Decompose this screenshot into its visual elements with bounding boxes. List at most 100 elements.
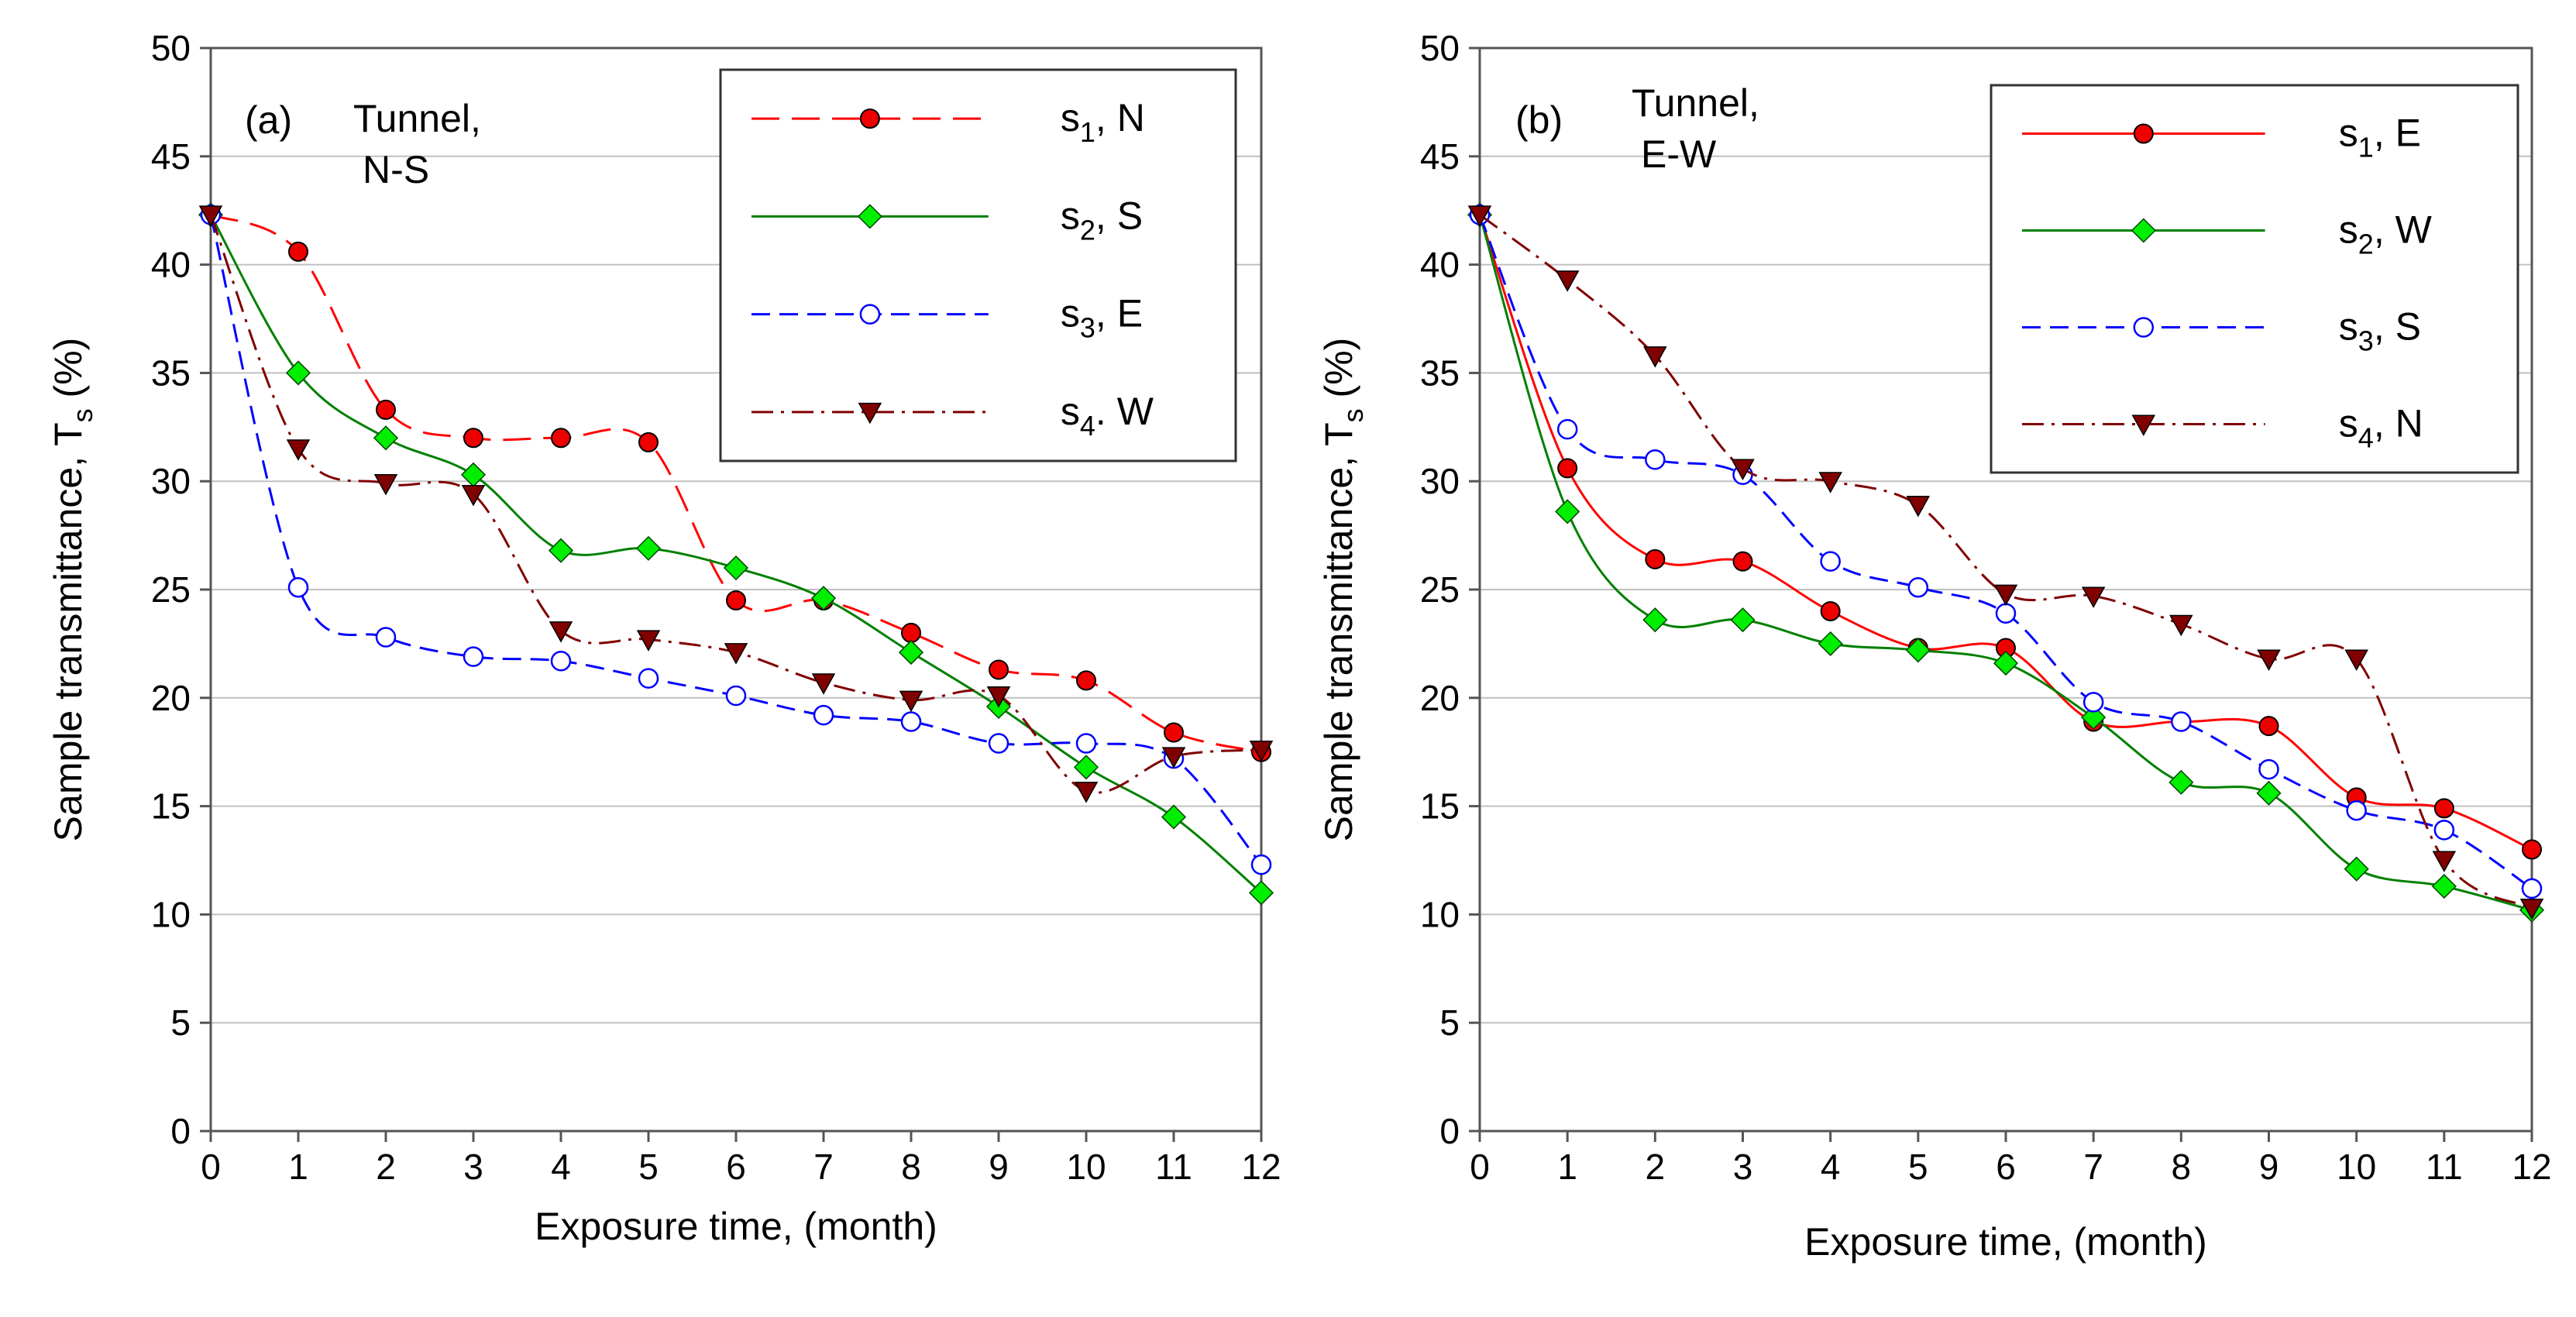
data-point-0-9 [2258, 716, 2279, 737]
y-tick-label-45: 45 [151, 136, 191, 177]
x-axis-title: Exposure time, (month) [535, 1205, 937, 1248]
data-point-2-1 [1556, 418, 1578, 440]
data-point-1-3 [1730, 607, 1756, 633]
data-point-0-2 [376, 399, 396, 420]
data-point-0-9 [989, 659, 1009, 680]
y-tick-label-40: 40 [151, 245, 191, 285]
x-tick-label-4: 4 [1821, 1147, 1841, 1187]
data-point-2-12 [2521, 878, 2543, 899]
data-point-0-3 [463, 428, 483, 449]
y-tick-label-5: 5 [1439, 1002, 1460, 1043]
data-point-2-12 [1250, 854, 1272, 875]
legend-label-1: s2, W [2339, 208, 2433, 260]
data-point-2-8 [2171, 711, 2192, 732]
data-point-1-4 [1818, 631, 1843, 656]
data-point-0-11 [1164, 722, 1184, 743]
y-tick-label-40: 40 [1420, 245, 1460, 285]
data-point-3-6 [724, 643, 748, 665]
data-point-3-7 [811, 673, 836, 695]
data-point-3-11 [2432, 851, 2457, 873]
data-point-3-2 [1643, 346, 1667, 368]
data-point-1-12 [1248, 880, 1274, 906]
x-tick-label-5: 5 [1908, 1147, 1928, 1187]
data-point-3-5 [1906, 496, 1931, 518]
x-tick-label-12: 12 [2512, 1147, 2551, 1187]
legend-marker-3 [2131, 414, 2156, 437]
data-point-1-3 [460, 462, 487, 487]
data-point-2-10 [1075, 733, 1097, 754]
data-point-3-12 [1249, 740, 1274, 762]
x-tick-label-0: 0 [1470, 1147, 1490, 1187]
data-point-3-9 [986, 686, 1011, 708]
data-point-2-2 [375, 627, 397, 648]
data-point-2-2 [1645, 449, 1666, 470]
legend-marker-2 [2133, 317, 2155, 338]
data-point-1-9 [2256, 780, 2282, 806]
data-point-1-2 [373, 425, 399, 451]
data-point-3-9 [2257, 649, 2281, 672]
data-point-0-1 [1557, 458, 1578, 479]
data-point-0-8 [901, 622, 921, 643]
data-point-0-2 [1645, 548, 1666, 569]
y-axis-title: Sample transmittance, Ts (%) [46, 338, 98, 842]
data-point-3-12 [2519, 899, 2544, 920]
data-point-1-10 [2344, 856, 2369, 882]
legend-box [719, 68, 1237, 462]
y-axis: 0 5 10 15 20 25 30 35 40 45 50 [1420, 28, 1480, 1151]
data-point-2-9 [988, 733, 1009, 754]
data-point-2-8 [900, 711, 922, 732]
data-point-1-6 [1993, 651, 2019, 676]
y-tick-label-0: 0 [1439, 1111, 1460, 1151]
y-tick-label-35: 35 [1420, 352, 1460, 393]
data-point-3-11 [1161, 747, 1186, 769]
x-tick-label-8: 8 [2172, 1147, 2192, 1187]
data-point-0-11 [2433, 798, 2454, 819]
data-point-1-8 [898, 640, 924, 665]
data-point-2-4 [550, 651, 572, 672]
data-point-3-2 [373, 474, 398, 496]
legend-label-0: s1, N [1061, 96, 1145, 148]
legend-label-1: s2, S [1061, 194, 1143, 246]
data-point-1-11 [1161, 804, 1187, 830]
data-point-1-11 [2431, 873, 2457, 899]
data-point-0-1 [288, 241, 308, 262]
y-tick-label-30: 30 [1420, 461, 1460, 501]
y-tick-label-50: 50 [151, 28, 191, 68]
data-point-3-10 [2344, 649, 2368, 672]
legend-label-0: s1, E [2339, 112, 2421, 163]
x-tick-label-4: 4 [551, 1147, 571, 1187]
y-tick-label-25: 25 [151, 569, 191, 610]
y-tick-label-15: 15 [151, 786, 191, 827]
x-tick-label-1: 1 [1557, 1147, 1577, 1187]
series-3 [1467, 205, 2544, 920]
y-tick-label-45: 45 [1420, 136, 1460, 177]
legend-label-3: s4, N [2339, 402, 2423, 454]
x-tick-label-3: 3 [1733, 1147, 1753, 1187]
data-point-0-4 [551, 428, 571, 449]
legend-label-2: s3, E [1061, 292, 1143, 344]
data-point-2-3 [463, 646, 484, 667]
series-2 [1469, 205, 2543, 899]
x-tick-label-9: 9 [989, 1147, 1009, 1187]
y-tick-label-20: 20 [1420, 678, 1460, 718]
y-tick-label-5: 5 [170, 1002, 191, 1043]
data-point-2-10 [2346, 799, 2367, 821]
data-point-0-5 [638, 432, 659, 452]
x-tick-label-2: 2 [1646, 1147, 1666, 1187]
data-point-3-1 [286, 439, 311, 461]
data-point-1-5 [1905, 638, 1931, 663]
data-point-3-10 [1074, 782, 1099, 803]
y-tick-label-15: 15 [1420, 786, 1460, 827]
x-tick-label-11: 11 [2426, 1147, 2463, 1187]
x-tick-label-10: 10 [1066, 1147, 1106, 1187]
x-tick-label-7: 7 [813, 1147, 834, 1187]
legend-marker-0 [2133, 123, 2154, 144]
x-tick-label-0: 0 [201, 1147, 221, 1187]
data-point-3-7 [2081, 586, 2106, 608]
panel-label: (b) [1515, 98, 1563, 142]
y-tick-label-35: 35 [151, 352, 191, 393]
data-point-1-7 [810, 586, 837, 611]
x-tick-label-8: 8 [901, 1147, 921, 1187]
